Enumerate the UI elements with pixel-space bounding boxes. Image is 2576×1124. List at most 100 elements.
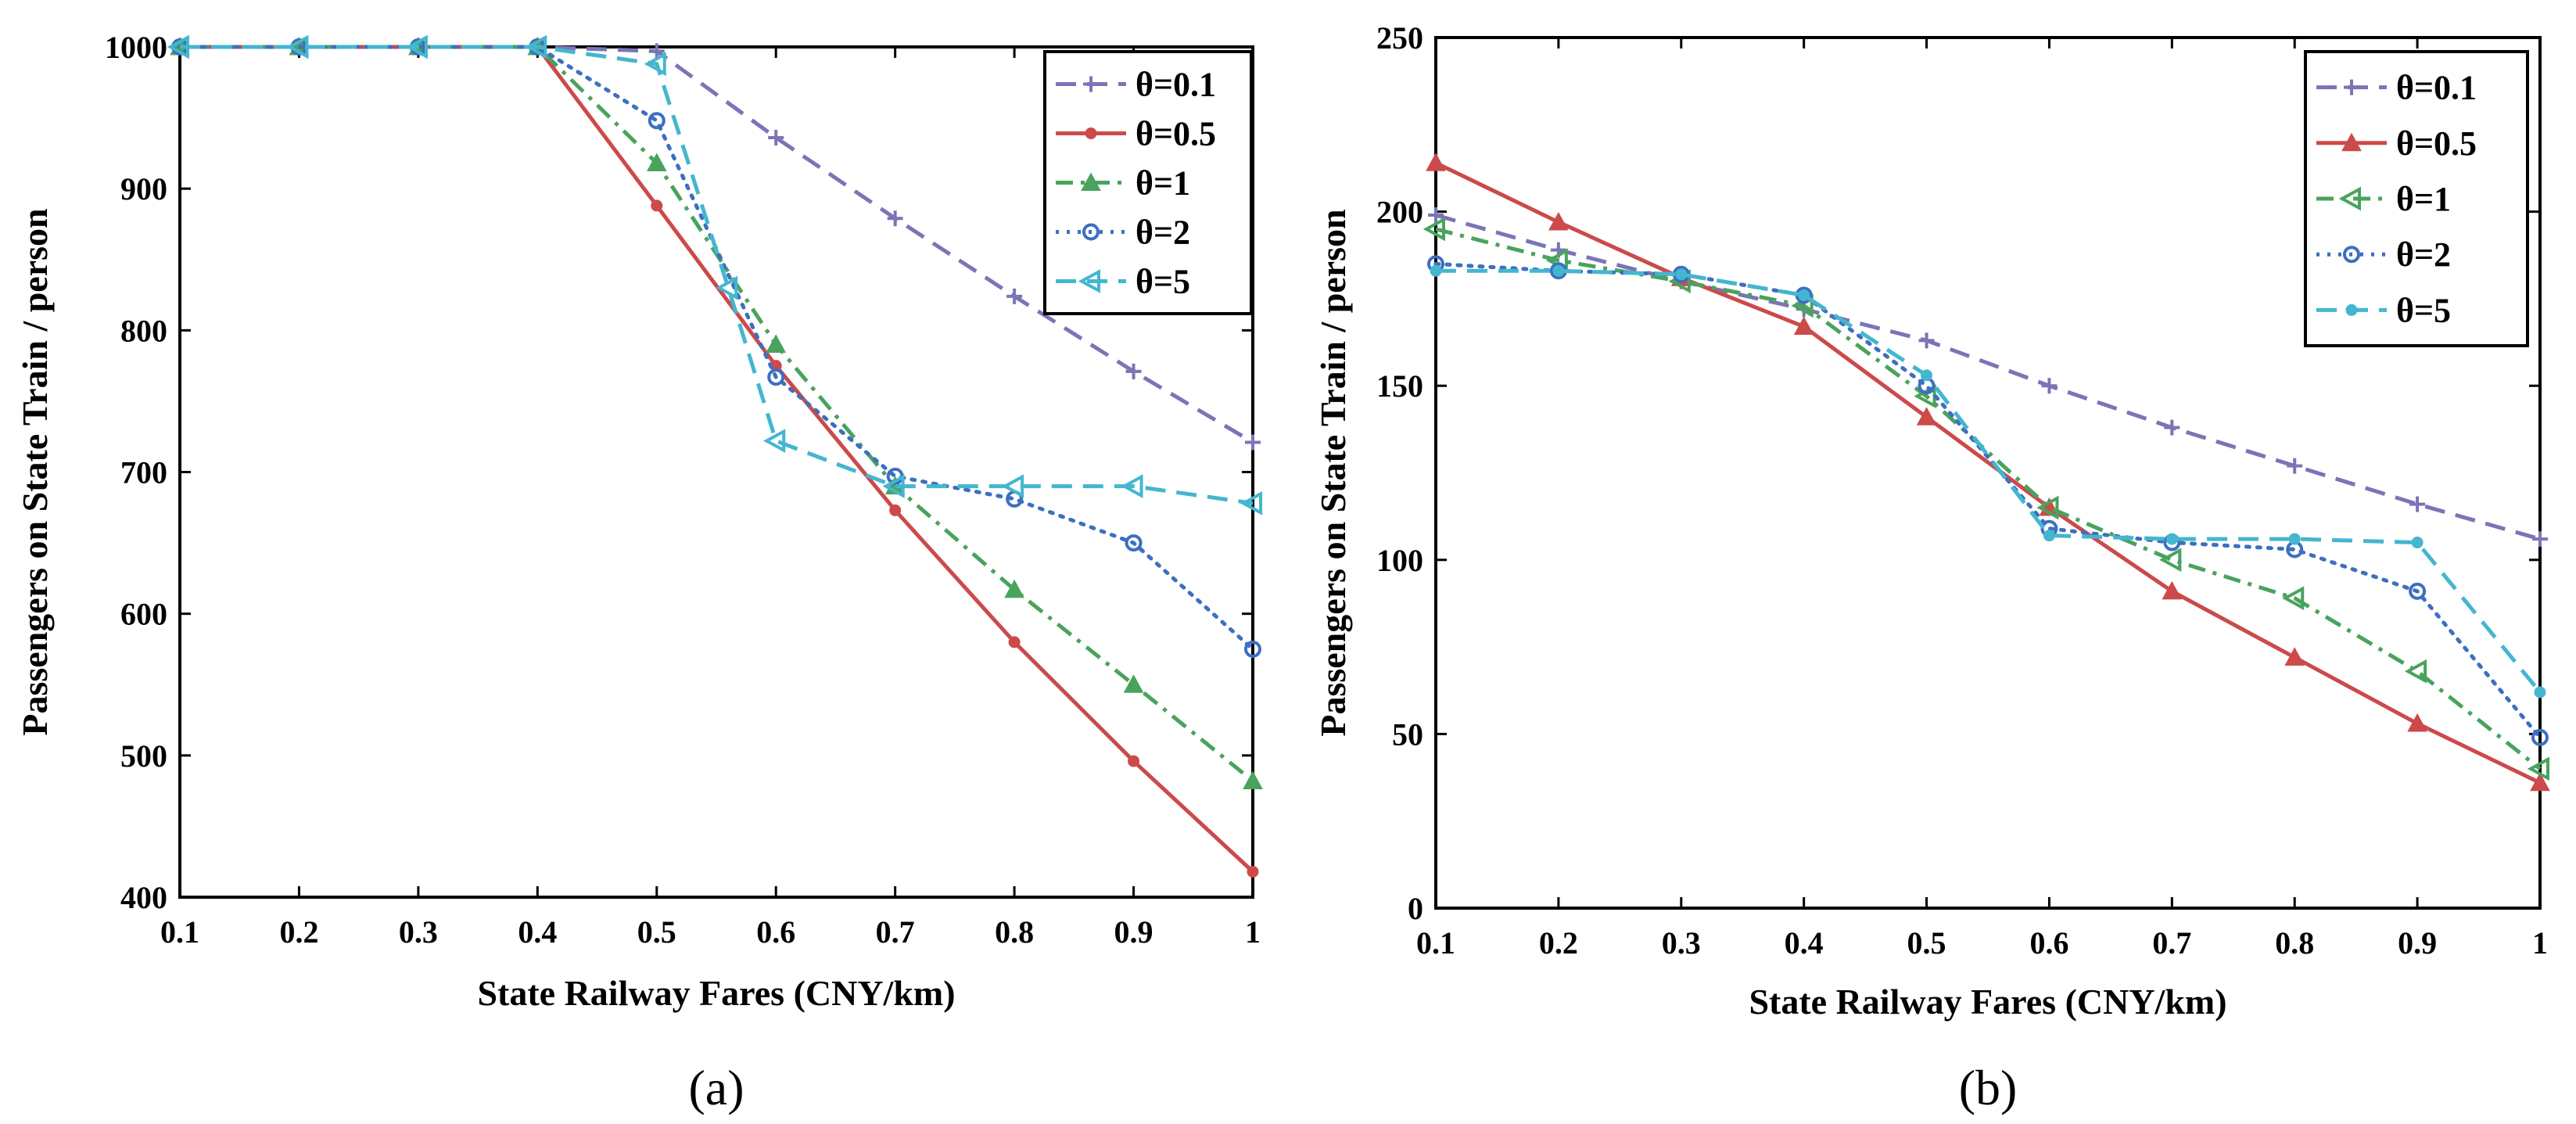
y-tick-label: 900: [120, 171, 167, 206]
legend-label: θ=0.5: [2396, 124, 2477, 163]
x-axis-label: State Railway Fares (CNY/km): [1749, 982, 2226, 1022]
legend-marker: [1078, 269, 1100, 293]
x-axis-label: State Railway Fares (CNY/km): [477, 973, 955, 1013]
series-4: [1430, 264, 2546, 698]
data-point: [1798, 289, 1810, 301]
data-point: [1916, 407, 1937, 426]
data-point: [1240, 490, 1262, 515]
data-point: [2409, 496, 2426, 512]
legend-marker: [2338, 186, 2361, 211]
data-point: [1125, 534, 1143, 552]
y-axis-label: Passengers on State Train / person: [15, 208, 55, 735]
legend-label: θ=5: [2396, 291, 2451, 329]
legend-label: θ=2: [1136, 214, 1190, 252]
legend-marker: [1085, 127, 1097, 139]
series-line: [1434, 161, 2542, 785]
series-line: [180, 45, 1254, 444]
data-point: [766, 334, 787, 353]
data-point: [1123, 674, 1144, 693]
data-point: [1548, 211, 1569, 231]
series-line: [1435, 213, 2541, 541]
y-tick-label: 250: [1376, 20, 1423, 56]
x-tick-label: 0.9: [1114, 914, 1153, 950]
data-point: [2532, 531, 2548, 548]
data-point: [1001, 474, 1024, 498]
x-tick-label: 0.7: [876, 914, 915, 950]
x-tick-label: 1: [2532, 925, 2548, 961]
data-point: [1430, 264, 1442, 277]
data-point: [644, 52, 666, 77]
legend-marker: [2341, 132, 2362, 152]
y-tick-label: 1000: [105, 30, 167, 65]
data-point: [1423, 217, 1445, 242]
data-point: [2411, 537, 2424, 549]
data-point: [1128, 755, 1140, 767]
data-point: [1243, 770, 1263, 789]
data-point: [2287, 458, 2303, 474]
legend-label: θ=0.1: [1136, 66, 1216, 104]
series-line: [180, 45, 1254, 505]
data-point: [1125, 363, 1142, 379]
x-tick-label: 0.3: [399, 914, 438, 950]
y-tick-label: 0: [1408, 891, 1423, 926]
x-tick-label: 0.1: [1416, 925, 1455, 961]
data-point: [767, 368, 785, 386]
legend-marker: [2345, 303, 2358, 316]
data-point: [646, 153, 667, 172]
legend-marker: [1082, 223, 1100, 241]
data-point: [768, 129, 784, 145]
y-tick-label: 700: [120, 455, 167, 490]
data-point: [2159, 548, 2182, 573]
data-point: [2041, 378, 2058, 394]
data-point: [2284, 647, 2305, 666]
data-point: [1245, 434, 1261, 451]
data-point: [648, 43, 665, 59]
legend-label: θ=0.1: [2396, 69, 2477, 107]
y-tick-label: 150: [1376, 368, 1423, 404]
x-tick-label: 0.8: [2275, 925, 2314, 961]
data-point: [651, 199, 663, 212]
legend-marker: [2343, 246, 2360, 264]
data-point: [286, 34, 309, 59]
legend-marker: [2344, 79, 2359, 95]
series-line: [1435, 227, 2542, 770]
x-tick-label: 0.5: [1907, 925, 1946, 961]
x-tick-label: 1: [1245, 914, 1261, 950]
y-tick-label: 400: [120, 880, 167, 915]
chart-a: 0.1 0.2 0.3 0.4 0.5 0.6 0.7 0.8 0.9 1 400 500 600 700…: [15, 30, 1263, 1115]
legend-box: [1043, 50, 1253, 315]
data-point: [2527, 756, 2549, 781]
data-point: [2164, 419, 2180, 436]
data-point: [2409, 582, 2427, 600]
data-point: [887, 210, 903, 227]
legend-label: θ=5: [1136, 263, 1190, 301]
data-point: [405, 34, 428, 59]
x-tick-label: 0.6: [2029, 925, 2068, 961]
y-tick-label: 100: [1376, 543, 1423, 578]
x-tick-label: 0.6: [756, 914, 795, 950]
data-point: [1244, 640, 1261, 658]
data-point: [1006, 288, 1023, 304]
y-tick-label: 500: [120, 738, 167, 774]
data-point: [2288, 533, 2301, 545]
data-point: [525, 34, 547, 59]
legend: θ=0.1 θ=0.5 θ=1 θ=2 θ=5: [1043, 50, 1253, 315]
x-tick-label: 0.2: [279, 914, 318, 950]
data-point: [1247, 865, 1259, 878]
data-point: [1426, 153, 1446, 171]
series-line: [1433, 261, 2542, 740]
x-tick-label: 0.5: [637, 914, 676, 950]
legend-label: θ=0.5: [1136, 115, 1216, 153]
data-point: [648, 112, 666, 130]
series-3: [1427, 255, 2549, 746]
legend-marker: [1083, 76, 1099, 92]
data-point: [882, 474, 905, 498]
x-tick-label: 0.3: [1662, 925, 1701, 961]
data-point: [2036, 495, 2059, 520]
data-point: [2531, 728, 2549, 746]
data-point: [2534, 686, 2546, 698]
legend-label: θ=1: [2396, 180, 2451, 218]
x-tick-label: 0.1: [160, 914, 199, 950]
chart-b: 0.1 0.2 0.3 0.4 0.5 0.6 0.7 0.8 0.9 1 0 50 100 150 200…: [1313, 20, 2550, 1115]
